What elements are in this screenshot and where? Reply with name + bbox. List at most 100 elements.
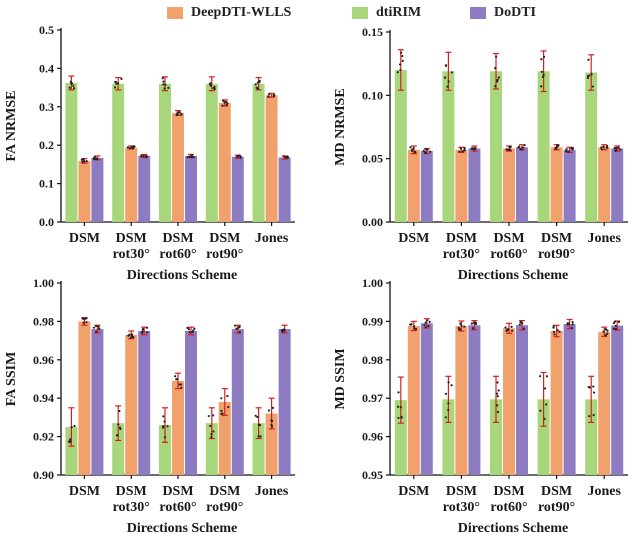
data-point bbox=[614, 327, 618, 331]
bar-deepdtiwlls bbox=[455, 326, 468, 475]
x-tick-label: Jones bbox=[255, 484, 289, 499]
data-point bbox=[556, 329, 559, 332]
x-tick-label: rot90° bbox=[538, 500, 575, 515]
data-point bbox=[192, 156, 195, 159]
data-point bbox=[161, 426, 165, 429]
data-point bbox=[542, 55, 546, 58]
x-tick-label: rot30° bbox=[443, 500, 480, 515]
legend-swatch-deepdti bbox=[167, 7, 183, 19]
x-axis-label: Directions Scheme bbox=[127, 521, 238, 533]
bar-dtirim bbox=[490, 71, 502, 223]
x-tick-label: DSM bbox=[398, 484, 429, 499]
data-point bbox=[565, 148, 568, 151]
data-point bbox=[129, 336, 132, 339]
data-point bbox=[400, 51, 403, 54]
data-point bbox=[162, 83, 165, 86]
data-point bbox=[605, 146, 608, 149]
bar-deepdtiwlls bbox=[265, 95, 278, 222]
bar-dtirim bbox=[112, 83, 125, 222]
x-tick-label: Jones bbox=[587, 231, 621, 246]
data-point bbox=[401, 59, 404, 62]
data-point bbox=[523, 144, 526, 147]
x-tick-label: Jones bbox=[255, 231, 289, 246]
x-tick-label: DSM bbox=[116, 231, 147, 246]
data-point bbox=[587, 58, 590, 61]
bar-dodti bbox=[420, 323, 433, 475]
y-tick-label: 0.90 bbox=[33, 468, 54, 482]
data-point bbox=[220, 409, 223, 413]
data-point bbox=[410, 149, 414, 152]
data-point bbox=[192, 329, 195, 332]
bar-dodti bbox=[468, 325, 481, 475]
bar-deepdtiwlls bbox=[125, 147, 138, 222]
x-tick-label: DSM bbox=[541, 231, 572, 246]
bar-dtirim bbox=[65, 427, 78, 475]
data-point bbox=[558, 330, 561, 333]
y-tick-label: 0.15 bbox=[362, 25, 383, 39]
data-point bbox=[459, 147, 462, 150]
x-tick-label: rot30° bbox=[443, 247, 480, 262]
data-point bbox=[495, 55, 498, 58]
data-point bbox=[162, 80, 165, 83]
y-tick-label: 1.00 bbox=[362, 276, 383, 290]
data-point bbox=[210, 433, 213, 436]
data-point bbox=[553, 333, 556, 336]
data-point bbox=[67, 440, 71, 443]
data-point bbox=[522, 327, 526, 330]
data-point bbox=[270, 425, 274, 428]
data-point bbox=[226, 394, 229, 398]
data-point bbox=[602, 145, 605, 148]
data-point bbox=[207, 414, 210, 418]
data-point bbox=[164, 83, 167, 86]
y-tick-label: 0.96 bbox=[33, 353, 54, 367]
data-point bbox=[570, 326, 574, 330]
data-point bbox=[617, 320, 621, 323]
data-point bbox=[146, 331, 149, 334]
data-point bbox=[554, 147, 557, 151]
bar-dtirim bbox=[65, 82, 78, 222]
data-point bbox=[459, 322, 462, 325]
data-point bbox=[470, 147, 473, 150]
y-tick-label: 0.98 bbox=[33, 314, 54, 328]
data-point bbox=[180, 383, 183, 386]
data-point bbox=[473, 148, 476, 151]
data-point bbox=[540, 70, 543, 73]
x-tick-label: rot90° bbox=[538, 247, 575, 262]
data-point bbox=[545, 403, 548, 406]
data-point bbox=[612, 322, 615, 325]
data-point bbox=[180, 113, 183, 116]
data-point bbox=[256, 415, 259, 419]
y-tick-label: 0.4 bbox=[39, 61, 54, 75]
x-tick-label: rot60° bbox=[159, 500, 196, 515]
data-point bbox=[422, 149, 425, 152]
data-point bbox=[540, 85, 543, 88]
data-point bbox=[543, 387, 547, 390]
data-point bbox=[161, 76, 164, 80]
bar-dodti bbox=[468, 148, 481, 222]
x-axis-label: Directions Scheme bbox=[127, 268, 238, 283]
data-point bbox=[222, 99, 225, 102]
data-point bbox=[586, 74, 590, 78]
data-point bbox=[270, 423, 273, 426]
data-point bbox=[615, 146, 618, 150]
data-point bbox=[541, 75, 545, 79]
data-point bbox=[427, 324, 430, 328]
data-point bbox=[444, 392, 448, 395]
x-tick-label: DSM bbox=[209, 484, 240, 499]
data-point bbox=[591, 85, 594, 88]
data-point bbox=[604, 334, 607, 337]
data-point bbox=[141, 330, 144, 333]
data-point bbox=[429, 150, 432, 153]
legend-label-deepdti: DeepDTI-WLLS bbox=[191, 5, 292, 20]
data-point bbox=[458, 150, 461, 153]
y-tick-label: 0.92 bbox=[33, 430, 54, 444]
data-point bbox=[539, 375, 542, 378]
data-point bbox=[412, 325, 416, 328]
bar-deepdtiwlls bbox=[550, 147, 563, 222]
data-point bbox=[178, 111, 181, 114]
bar-dodti bbox=[91, 157, 104, 222]
bar-deepdtiwlls bbox=[125, 334, 138, 475]
bar-dodti bbox=[138, 331, 151, 475]
bar-dodti bbox=[138, 155, 151, 222]
